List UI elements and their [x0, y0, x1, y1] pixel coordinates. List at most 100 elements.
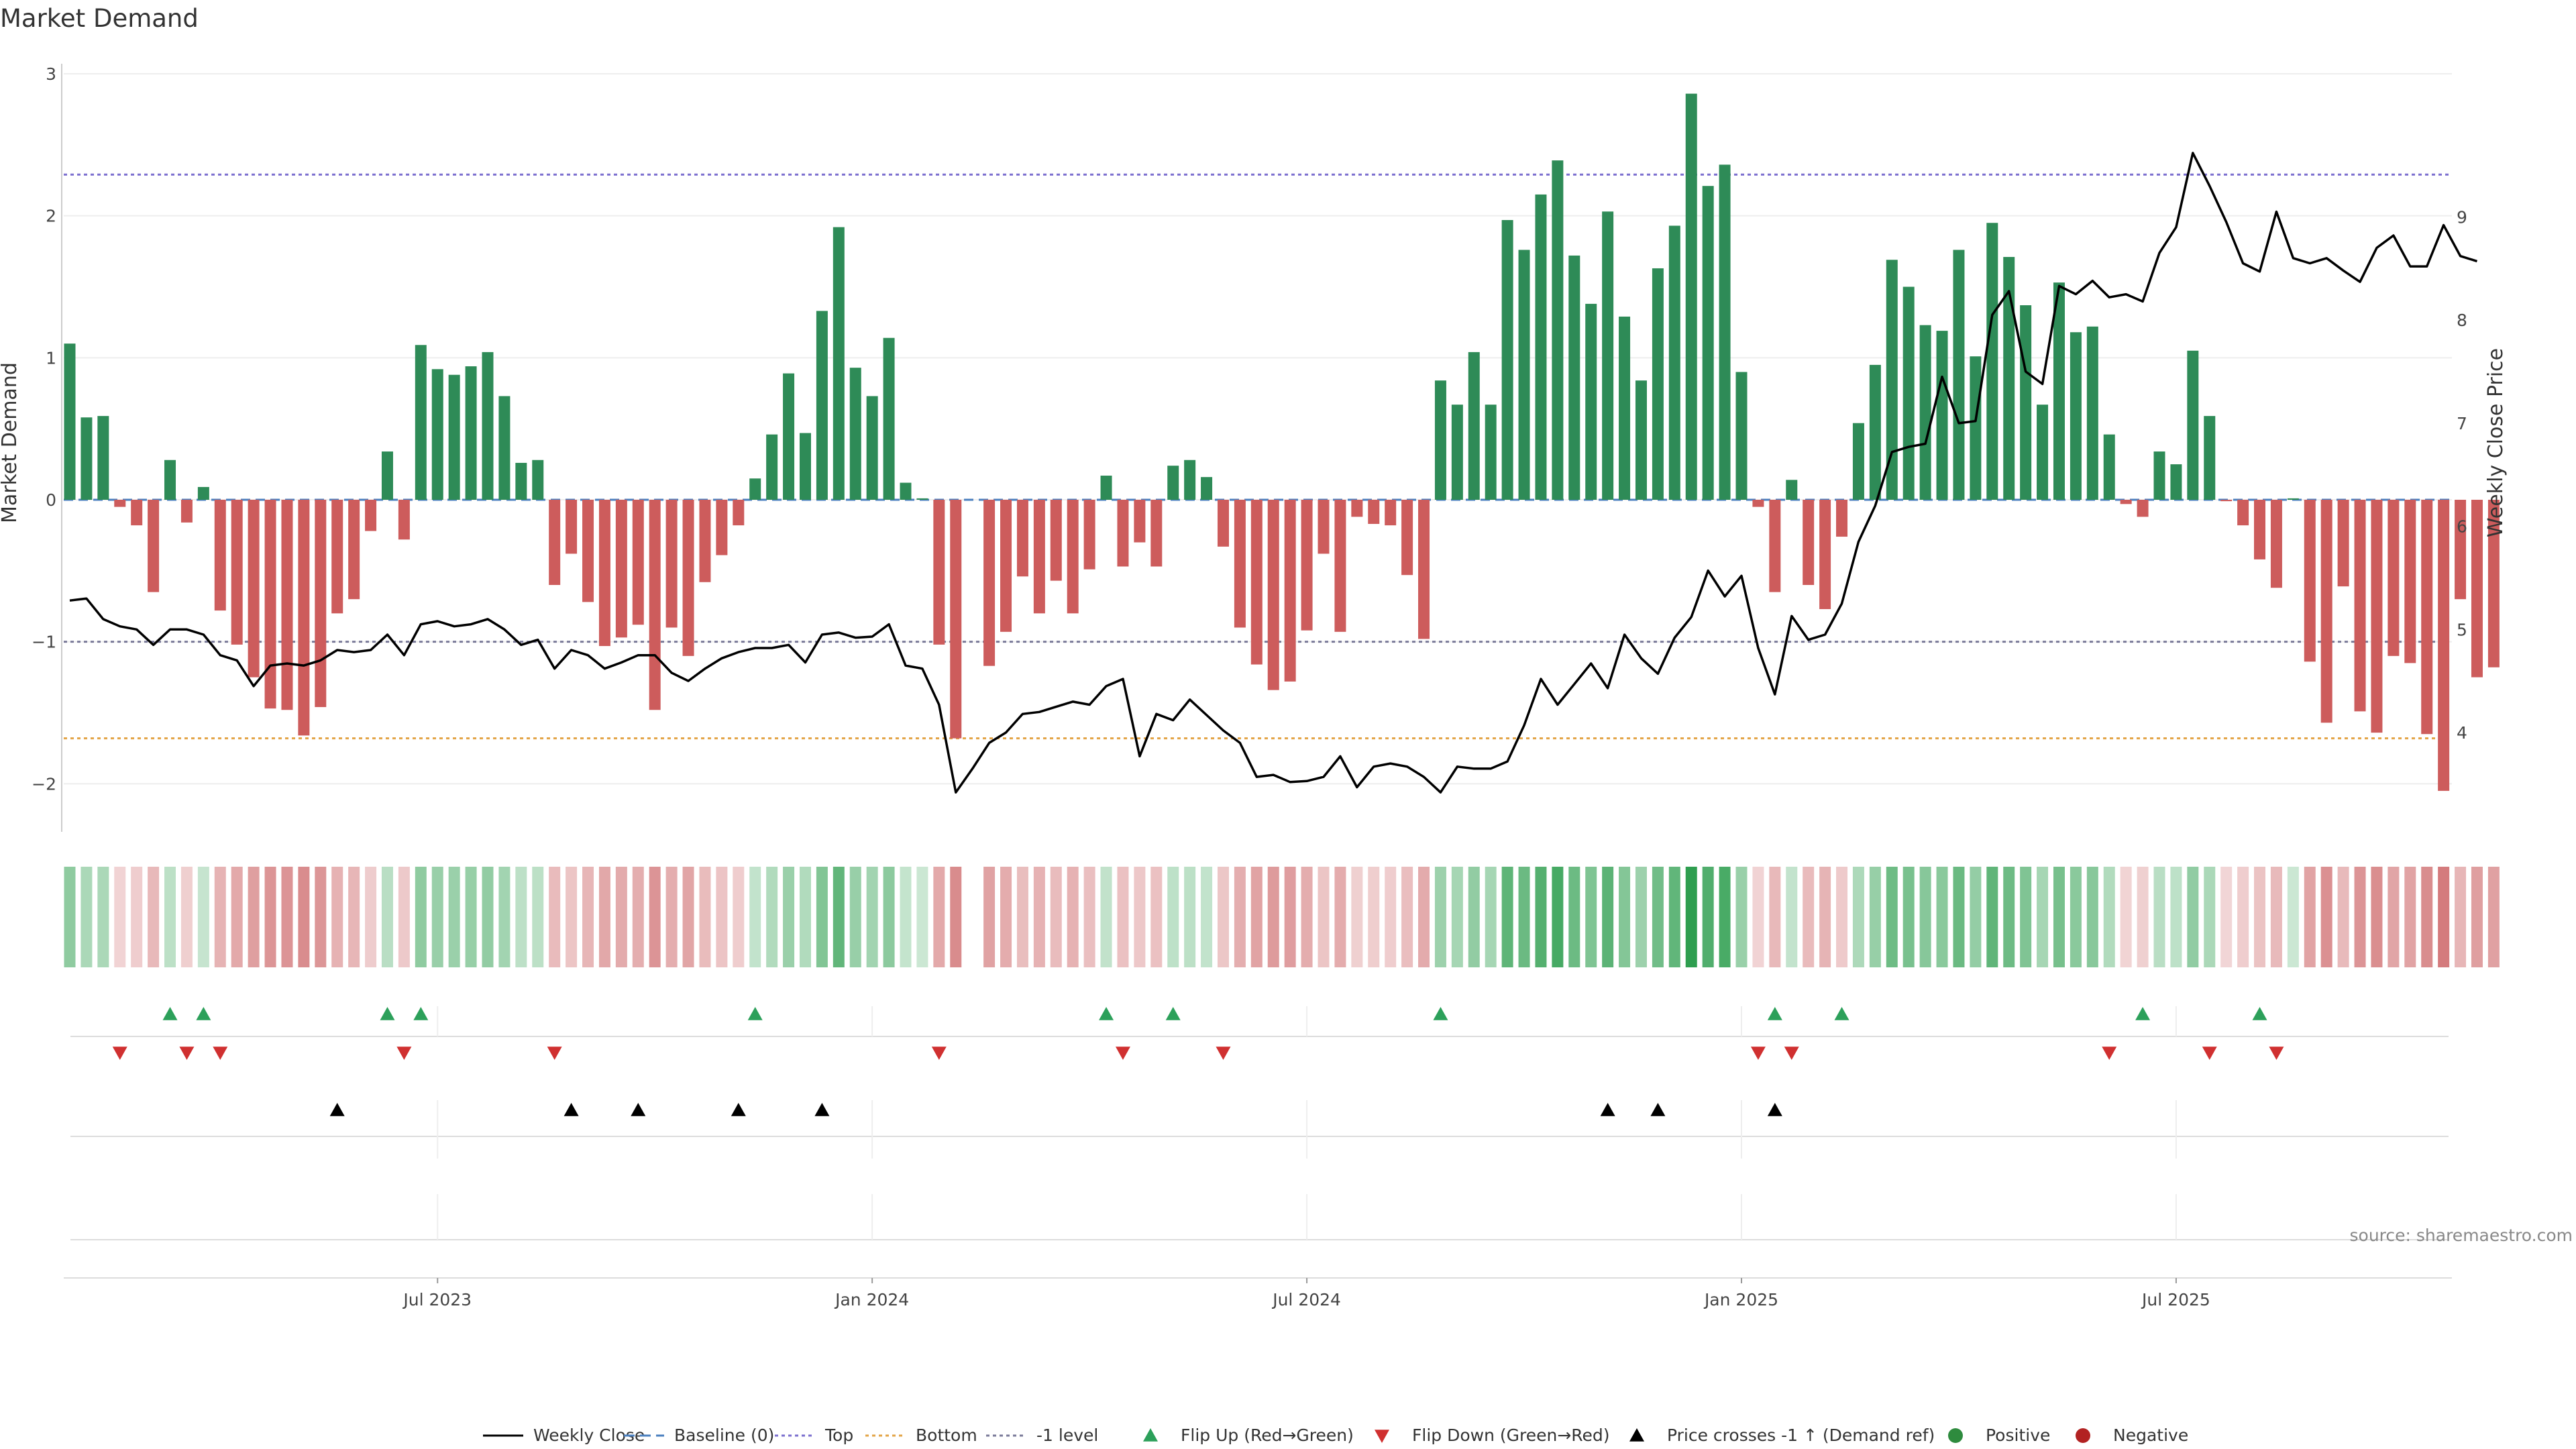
demand-bar: [1418, 500, 1430, 639]
heat-cell: [1083, 867, 1095, 967]
demand-bar: [1000, 500, 1012, 632]
flip-up-marker: [2252, 1007, 2267, 1020]
demand-bar: [783, 373, 795, 500]
heat-cell: [1869, 867, 1881, 967]
heat-cell: [1050, 867, 1062, 967]
heat-cell: [1201, 867, 1213, 967]
legend: Weekly Close Baseline (0) Top Bottom -1 leve…: [483, 1426, 2188, 1445]
demand-bar: [532, 460, 544, 500]
heat-cell: [2037, 867, 2049, 967]
demand-bar: [281, 500, 293, 710]
demand-bar: [1970, 356, 1982, 500]
heat-cell: [114, 867, 126, 967]
demand-bar: [2204, 416, 2216, 500]
heat-cell: [1803, 867, 1815, 967]
flip-down-marker: [396, 1046, 412, 1060]
heat-cell: [2086, 867, 2098, 967]
demand-bar: [214, 500, 226, 611]
demand-bar: [2254, 500, 2266, 559]
y-tick-label: 1: [46, 348, 56, 368]
demand-bar: [131, 500, 143, 526]
demand-bar: [1735, 372, 1748, 500]
legend-label: Positive: [1986, 1426, 2050, 1445]
demand-bar: [1652, 268, 1664, 500]
heat-cell: [1735, 867, 1748, 967]
y2-tick-label: 9: [2457, 207, 2467, 227]
legend-label: Top: [824, 1426, 853, 1445]
demand-bar: [2120, 500, 2132, 504]
demand-bar: [1100, 476, 1112, 500]
heat-cell: [1518, 867, 1530, 967]
demand-bar: [2003, 257, 2015, 500]
demand-bar: [1351, 500, 1363, 517]
demand-bar: [1401, 500, 1413, 576]
demand-bar: [1552, 160, 1564, 500]
demand-bar: [2487, 500, 2500, 667]
demand-bar: [1451, 405, 1463, 500]
demand-bar: [1535, 194, 1547, 500]
demand-bar: [1267, 500, 1279, 690]
demand-bar: [2371, 500, 2383, 733]
heat-cell: [180, 867, 193, 967]
heat-cell: [2003, 867, 2015, 967]
heat-cell: [2204, 867, 2216, 967]
flip-down-marker: [1115, 1046, 1130, 1060]
demand-bar: [231, 500, 243, 645]
demand-bar: [482, 352, 494, 500]
demand-bar: [64, 343, 76, 500]
heat-cell: [1535, 867, 1547, 967]
demand-bar: [2354, 500, 2366, 712]
heat-cell: [2053, 867, 2065, 967]
y-tick-label: −1: [32, 633, 56, 652]
demand-bar: [1568, 255, 1580, 500]
price-cross-marker: [1600, 1103, 1615, 1116]
demand-heat-strip: [64, 867, 2500, 967]
heat-cell: [331, 867, 343, 967]
signal-panels: [64, 1006, 2452, 1279]
heat-cell: [1418, 867, 1430, 967]
demand-bar: [1936, 331, 1948, 500]
heat-cell: [1752, 867, 1764, 967]
heat-cell: [699, 867, 711, 967]
legend-item: Price crosses -1 ↑ (Demand ref): [1629, 1426, 1935, 1445]
flip-up-marker: [196, 1007, 211, 1020]
heat-cell: [1953, 867, 1965, 967]
heat-cell: [1936, 867, 1948, 967]
demand-bar: [2404, 500, 2416, 663]
heat-cell: [1786, 867, 1798, 967]
heat-cell: [1301, 867, 1313, 967]
heat-cell: [1000, 867, 1012, 967]
flip-up-marker: [1767, 1007, 1782, 1020]
heat-cell: [1568, 867, 1580, 967]
demand-bar: [1602, 211, 1614, 500]
y2-axis-ticks: 4 5 6 7 8 9: [2457, 207, 2467, 743]
legend-swatch: [2076, 1428, 2090, 1443]
demand-bar: [114, 500, 126, 507]
legend-swatch: [1375, 1430, 1389, 1443]
demand-bar: [1585, 303, 1597, 500]
y2-axis-label: Weekly Close Price: [2484, 348, 2508, 537]
demand-bar: [1385, 500, 1397, 526]
heat-cell: [2254, 867, 2266, 967]
demand-bar: [598, 500, 610, 647]
heat-cell: [1468, 867, 1480, 967]
weekly-close-line: [69, 152, 2478, 794]
heat-cell: [1033, 867, 1045, 967]
heat-cell: [131, 867, 143, 967]
heat-cell: [716, 867, 728, 967]
heat-cell: [682, 867, 694, 967]
heat-cell: [1852, 867, 1864, 967]
price-cross-marker: [1650, 1103, 1666, 1116]
heat-cell: [733, 867, 745, 967]
heat-cell: [1016, 867, 1028, 967]
demand-bar: [1635, 380, 1647, 500]
heat-cell: [1318, 867, 1330, 967]
heat-cell: [833, 867, 845, 967]
demand-bar: [933, 500, 945, 645]
heat-cell: [2320, 867, 2332, 967]
heat-cell: [1501, 867, 1513, 967]
demand-bar: [1501, 220, 1513, 500]
demand-bar: [1719, 164, 1731, 500]
demand-bar: [248, 500, 260, 678]
demand-bar: [415, 345, 427, 500]
